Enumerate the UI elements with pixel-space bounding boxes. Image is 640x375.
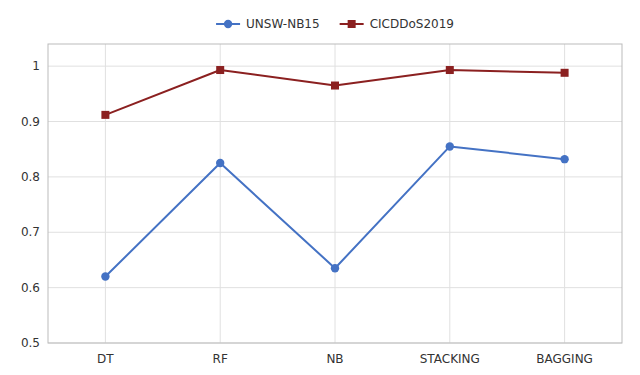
x-tick-label: DT: [97, 352, 114, 366]
x-tick-label: NB: [326, 352, 343, 366]
chart-container: 0.5 0.6 0.7 0.8 0.9 1 DT RF NB STACKING BAGGING UNS…: [0, 0, 640, 375]
legend-label: CICDDoS2019: [370, 17, 454, 31]
y-tick-label: 0.9: [21, 115, 40, 129]
x-tick-label: BAGGING: [536, 352, 593, 366]
legend-marker: [348, 20, 356, 28]
data-point: [216, 159, 224, 167]
legend-item: UNSW-NB15: [216, 17, 320, 31]
series-line: [105, 146, 564, 276]
x-grid-line: [105, 44, 106, 343]
y-tick-label: 1: [32, 59, 40, 73]
plot-frame: [48, 44, 622, 343]
y-tick-label: 0.6: [21, 281, 40, 295]
data-point: [446, 142, 454, 150]
data-point: [446, 66, 454, 74]
x-grid-line: [220, 44, 221, 343]
grid: [48, 44, 622, 343]
series-group: [101, 66, 569, 281]
legend: UNSW-NB15 CICDDoS2019: [216, 17, 454, 31]
data-point: [101, 111, 109, 119]
x-tick-label: RF: [213, 352, 228, 366]
data-point: [331, 82, 339, 90]
data-point: [101, 272, 109, 280]
y-tick-label: 0.7: [21, 225, 40, 239]
legend-marker: [224, 20, 232, 28]
series-line: [105, 70, 564, 115]
x-grid-line: [449, 44, 450, 343]
x-grid-line: [564, 44, 565, 343]
legend-label: UNSW-NB15: [246, 17, 320, 31]
legend-item: CICDDoS2019: [340, 17, 454, 31]
data-point: [560, 155, 568, 163]
chart: 0.5 0.6 0.7 0.8 0.9 1 DT RF NB STACKING BAGGING UNS…: [0, 0, 640, 375]
data-point: [216, 66, 224, 74]
x-tick-label: STACKING: [420, 352, 480, 366]
y-tick-label: 0.5: [21, 336, 40, 350]
data-point: [561, 69, 569, 77]
y-tick-label: 0.8: [21, 170, 40, 184]
data-point: [331, 264, 339, 272]
